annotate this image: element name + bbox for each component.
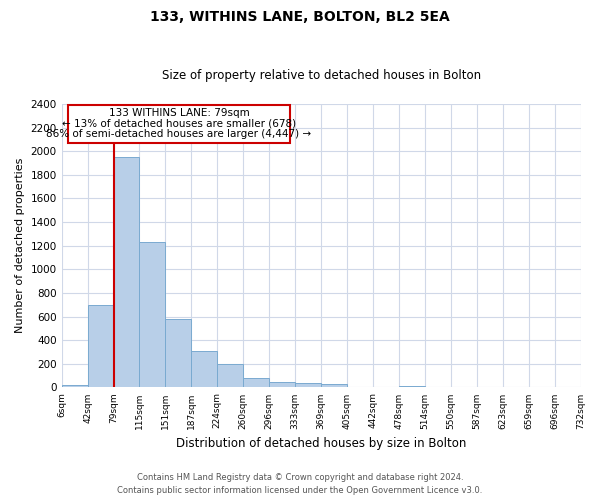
FancyBboxPatch shape [68, 104, 290, 143]
Bar [399, 386, 425, 388]
Bar [113, 157, 139, 388]
Text: Contains HM Land Registry data © Crown copyright and database right 2024.
Contai: Contains HM Land Registry data © Crown c… [118, 474, 482, 495]
Bar [139, 242, 166, 388]
Y-axis label: Number of detached properties: Number of detached properties [15, 158, 25, 334]
Text: 133, WITHINS LANE, BOLTON, BL2 5EA: 133, WITHINS LANE, BOLTON, BL2 5EA [150, 10, 450, 24]
Text: ← 13% of detached houses are smaller (678): ← 13% of detached houses are smaller (67… [62, 119, 296, 129]
Bar [243, 378, 269, 388]
Text: 133 WITHINS LANE: 79sqm: 133 WITHINS LANE: 79sqm [109, 108, 250, 118]
Bar [191, 352, 217, 388]
Bar [62, 385, 88, 388]
Title: Size of property relative to detached houses in Bolton: Size of property relative to detached ho… [161, 69, 481, 82]
Bar [269, 382, 295, 388]
Bar [217, 364, 243, 388]
Bar [321, 384, 347, 388]
Text: 86% of semi-detached houses are larger (4,447) →: 86% of semi-detached houses are larger (… [46, 130, 311, 140]
Bar [295, 384, 321, 388]
Bar [166, 319, 191, 388]
X-axis label: Distribution of detached houses by size in Bolton: Distribution of detached houses by size … [176, 437, 466, 450]
Bar [88, 305, 113, 388]
